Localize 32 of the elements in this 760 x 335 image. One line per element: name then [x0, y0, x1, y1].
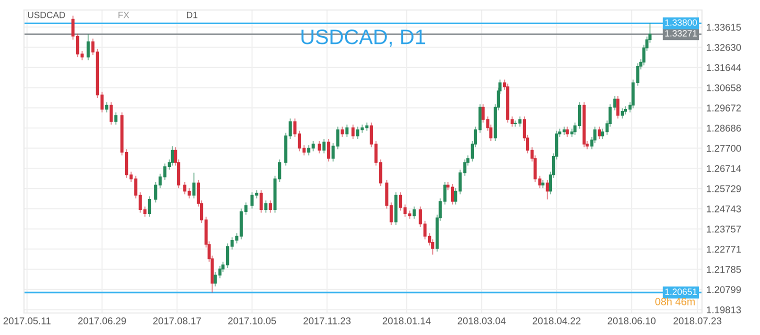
y-tick-label: 1.27700 — [706, 144, 741, 152]
annotation: D1 — [186, 12, 198, 18]
x-tick-label: 2018.07.23 — [674, 317, 722, 324]
x-tick-label: 2017.08.17 — [153, 317, 201, 324]
y-tick-label: 1.23757 — [706, 226, 741, 233]
ref-line-label: 1.33271 — [665, 30, 697, 37]
y-tick-label: 1.29672 — [706, 104, 741, 112]
y-tick-label: 1.21785 — [706, 266, 741, 273]
y-tick-label: 1.28686 — [706, 124, 741, 132]
annotation: USDCAD — [28, 12, 66, 18]
ref-line-label: 1.33800 — [665, 19, 697, 26]
y-tick-label: 1.30658 — [706, 84, 741, 92]
y-tick-label: 1.22771 — [706, 246, 741, 253]
x-tick-label: 2017.11.23 — [304, 317, 351, 324]
y-tick-label: 1.31644 — [706, 64, 742, 72]
x-tick-label: 2017.10.05 — [228, 317, 276, 324]
annotation: 08h 46m — [655, 298, 695, 306]
x-tick-label: 2017.05.11 — [4, 317, 51, 324]
x-tick-label: 2018.06.10 — [608, 317, 656, 324]
x-tick-label: 2018.03.04 — [458, 317, 506, 324]
ref-line-label: 1.20651 — [665, 288, 697, 295]
y-tick-label: 1.26714 — [706, 165, 742, 172]
y-tick-label: 1.33615 — [706, 24, 741, 31]
annotation: FX — [118, 12, 130, 18]
y-tick-label: 1.32630 — [706, 44, 741, 51]
x-tick-label: 2017.06.29 — [78, 317, 126, 324]
y-tick-label: 1.19813 — [706, 306, 741, 314]
y-tick-label: 1.25729 — [706, 185, 741, 192]
y-tick-label: 1.24743 — [706, 205, 741, 212]
y-tick-label: 1.20799 — [706, 286, 741, 294]
x-tick-label: 2018.01.14 — [382, 317, 431, 324]
x-tick-label: 2018.04.22 — [532, 317, 580, 324]
